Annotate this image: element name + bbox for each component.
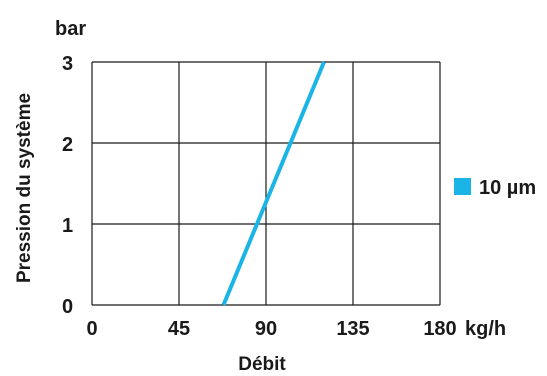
series-layer: [221, 61, 326, 306]
y-tick-label-0: 0: [62, 296, 73, 318]
x-tick-label-180: 180: [423, 318, 456, 340]
series-line-0: [221, 61, 326, 306]
x-tick-label-90: 90: [255, 318, 277, 340]
legend-swatch: [454, 178, 471, 195]
y-tick-label-2: 2: [62, 134, 73, 156]
x-tick-label-0: 0: [86, 318, 97, 340]
x-axis-title: Débit: [238, 354, 286, 375]
tick-labels: 0 45 90 135 180 0 1 2 3: [62, 53, 457, 340]
y-unit-label: bar: [55, 18, 86, 40]
x-tick-label-135: 135: [336, 318, 369, 340]
y-tick-label-3: 3: [62, 53, 73, 75]
y-axis-title: Pression du système: [14, 93, 35, 283]
x-unit-label: kg/h: [465, 318, 506, 340]
x-tick-label-45: 45: [168, 318, 190, 340]
legend-label: 10 µm: [479, 177, 536, 199]
y-tick-label-1: 1: [62, 215, 73, 237]
grid: [91, 61, 441, 306]
